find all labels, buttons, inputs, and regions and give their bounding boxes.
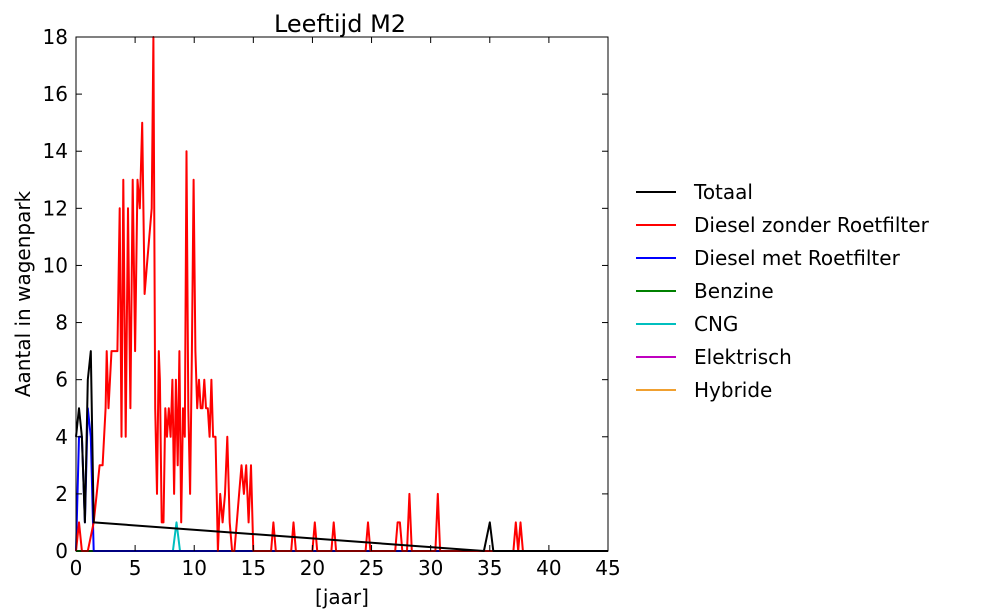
series-line-0 bbox=[75, 350, 608, 552]
legend-label: Benzine bbox=[694, 279, 774, 303]
legend-item: CNG bbox=[636, 312, 738, 336]
x-tick-label: 15 bbox=[241, 556, 266, 580]
x-tick-label: 10 bbox=[181, 556, 206, 580]
y-axis-label: Aantal in wagenpark bbox=[11, 190, 35, 397]
axis-ticks: 0 5 10 15 20 25 30 35 40 45 0 2 4 6 8 10 12 14 16 18 bbox=[43, 25, 621, 580]
legend-item: Diesel zonder Roetfilter bbox=[636, 213, 930, 237]
legend-label: CNG bbox=[694, 312, 738, 336]
chart-title: Leeftijd M2 bbox=[274, 10, 406, 38]
y-tick-label: 10 bbox=[43, 253, 68, 277]
plot-frame bbox=[75, 36, 609, 552]
y-tick-label: 8 bbox=[55, 311, 68, 335]
y-tick-label: 18 bbox=[43, 25, 68, 49]
legend-label: Totaal bbox=[693, 180, 753, 204]
legend-label: Diesel zonder Roetfilter bbox=[694, 213, 930, 237]
y-tick-label: 12 bbox=[43, 196, 68, 220]
x-tick-label: 40 bbox=[536, 556, 561, 580]
x-tick-label: 30 bbox=[418, 556, 443, 580]
legend-item: Diesel met Roetfilter bbox=[636, 246, 901, 270]
x-tick-label: 45 bbox=[595, 556, 620, 580]
y-tick-label: 14 bbox=[43, 139, 68, 163]
y-tick-label: 16 bbox=[43, 82, 68, 106]
y-tick-label: 6 bbox=[55, 368, 68, 392]
legend-label: Elektrisch bbox=[694, 345, 792, 369]
legend-item: Benzine bbox=[636, 279, 774, 303]
x-tick-label: 25 bbox=[359, 556, 384, 580]
legend-item: Totaal bbox=[636, 180, 753, 204]
legend: Totaal Diesel zonder Roetfilter Diesel met… bbox=[636, 180, 930, 402]
x-tick-label: 35 bbox=[477, 556, 502, 580]
y-tick-label: 4 bbox=[55, 425, 68, 449]
x-tick-label: 5 bbox=[129, 556, 142, 580]
legend-item: Elektrisch bbox=[636, 345, 792, 369]
legend-label: Hybride bbox=[694, 378, 772, 402]
legend-item: Hybride bbox=[636, 378, 772, 402]
x-tick-label: 20 bbox=[300, 556, 325, 580]
legend-label: Diesel met Roetfilter bbox=[694, 246, 901, 270]
y-tick-label: 2 bbox=[55, 482, 68, 506]
plot-area bbox=[75, 36, 608, 552]
series-line-1 bbox=[75, 36, 608, 552]
y-tick-label: 0 bbox=[55, 539, 68, 563]
x-axis-label: [jaar] bbox=[315, 585, 369, 609]
x-tick-label: 0 bbox=[70, 556, 83, 580]
